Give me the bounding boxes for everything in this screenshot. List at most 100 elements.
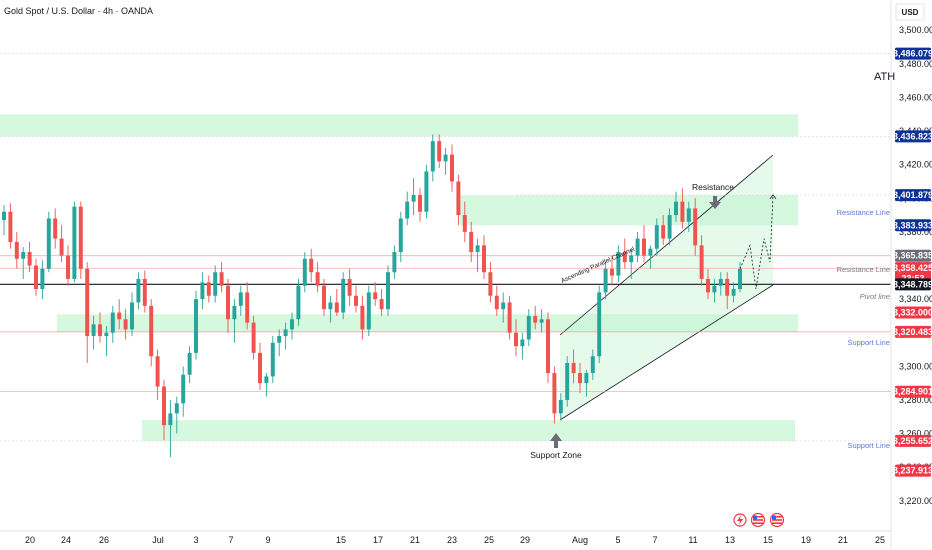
candle-body — [411, 194, 416, 202]
candle-body — [238, 292, 243, 306]
candle — [309, 248, 314, 283]
time-tick-label: 13 — [725, 535, 735, 545]
candle-body — [66, 255, 70, 279]
candle — [46, 211, 51, 273]
candle-body — [168, 413, 173, 426]
candle-body — [654, 225, 659, 249]
candle — [78, 201, 83, 279]
candle-body — [546, 319, 550, 374]
candle-body — [258, 352, 262, 384]
candle-body — [354, 295, 358, 306]
time-tick-label: 11 — [688, 535, 697, 545]
candle-body — [283, 329, 288, 337]
candle-body — [315, 272, 320, 286]
channel-fill — [560, 155, 773, 420]
candle-body — [98, 324, 102, 337]
candle — [123, 309, 128, 340]
candle-body — [155, 356, 160, 387]
candle — [520, 332, 525, 360]
candle-body — [14, 241, 19, 259]
candle-body — [373, 292, 378, 300]
candle — [398, 211, 403, 263]
candle-body — [738, 268, 742, 290]
candle — [366, 285, 371, 337]
price-tag: 3,332.000 — [893, 306, 932, 319]
zone-3 — [142, 420, 795, 441]
price-tick-label: 3,220.000 — [899, 496, 932, 506]
candle — [341, 272, 346, 320]
candle — [661, 215, 666, 246]
candle-body — [328, 302, 333, 310]
candle — [277, 329, 282, 357]
candle — [437, 134, 442, 169]
support-zone-arrow-icon — [550, 433, 562, 448]
candle-body — [667, 215, 672, 239]
candle — [597, 285, 602, 363]
price-tag: 3,348.789 — [893, 278, 932, 291]
candle — [66, 245, 70, 286]
time-tick-label: 26 — [99, 535, 109, 545]
candle — [322, 278, 326, 316]
support-line-upper-label: Support Line — [847, 338, 890, 347]
candle — [174, 396, 179, 434]
candle — [494, 285, 499, 316]
price-tag-bg — [895, 130, 931, 143]
candle — [546, 312, 550, 384]
price-tag-bg — [895, 306, 931, 319]
candle-body — [130, 302, 134, 330]
candle — [603, 262, 608, 300]
price-tag-bg — [895, 249, 931, 262]
candle-body — [629, 255, 634, 263]
candle — [104, 325, 109, 357]
currency-button[interactable] — [895, 3, 925, 21]
candle — [616, 245, 621, 283]
time-tick-label: 25 — [875, 535, 885, 545]
candle-body — [571, 362, 576, 374]
price-tag-bg — [895, 325, 931, 338]
candle-body — [59, 238, 64, 256]
candle — [379, 289, 384, 316]
candle-body — [648, 248, 653, 256]
candle — [27, 241, 32, 273]
candle-body — [149, 305, 154, 357]
us-flag-icon-2[interactable] — [769, 512, 785, 528]
candle — [85, 262, 90, 363]
zone-1 — [460, 195, 798, 226]
candle-body — [642, 238, 646, 256]
candle-body — [187, 352, 192, 375]
candle-body — [603, 268, 608, 293]
candle-body — [309, 258, 314, 273]
time-tick-label: 3 — [193, 535, 198, 545]
candle-body — [610, 268, 614, 276]
candle-body — [40, 268, 45, 290]
candle — [59, 225, 64, 263]
candle — [219, 262, 224, 293]
time-tick-label: 7 — [228, 535, 233, 545]
candle-body — [117, 312, 122, 320]
candle-body — [206, 282, 211, 296]
flash-icon[interactable] — [733, 513, 747, 527]
candle-body — [680, 201, 685, 222]
candle — [130, 292, 134, 337]
resistance-line-label: Resistance Line — [837, 265, 890, 274]
candle-body — [693, 208, 698, 246]
candle-body — [8, 211, 13, 242]
candle — [584, 369, 589, 397]
price-tag-label: 3,320.483 — [893, 327, 932, 337]
price-tag-label: 3,255.652 — [893, 436, 932, 446]
candle — [360, 295, 365, 340]
us-flag-icon[interactable] — [750, 512, 766, 528]
zones-layer — [0, 114, 798, 441]
candle — [590, 349, 595, 380]
candle — [667, 208, 672, 246]
candle-body — [501, 302, 506, 310]
candle-body — [578, 373, 582, 384]
candle-body — [699, 245, 704, 279]
candle-body — [226, 285, 230, 320]
candle-body — [334, 302, 339, 313]
candle — [578, 362, 582, 394]
candle-body — [213, 272, 218, 296]
candle-body — [21, 252, 26, 259]
candle — [270, 336, 275, 384]
